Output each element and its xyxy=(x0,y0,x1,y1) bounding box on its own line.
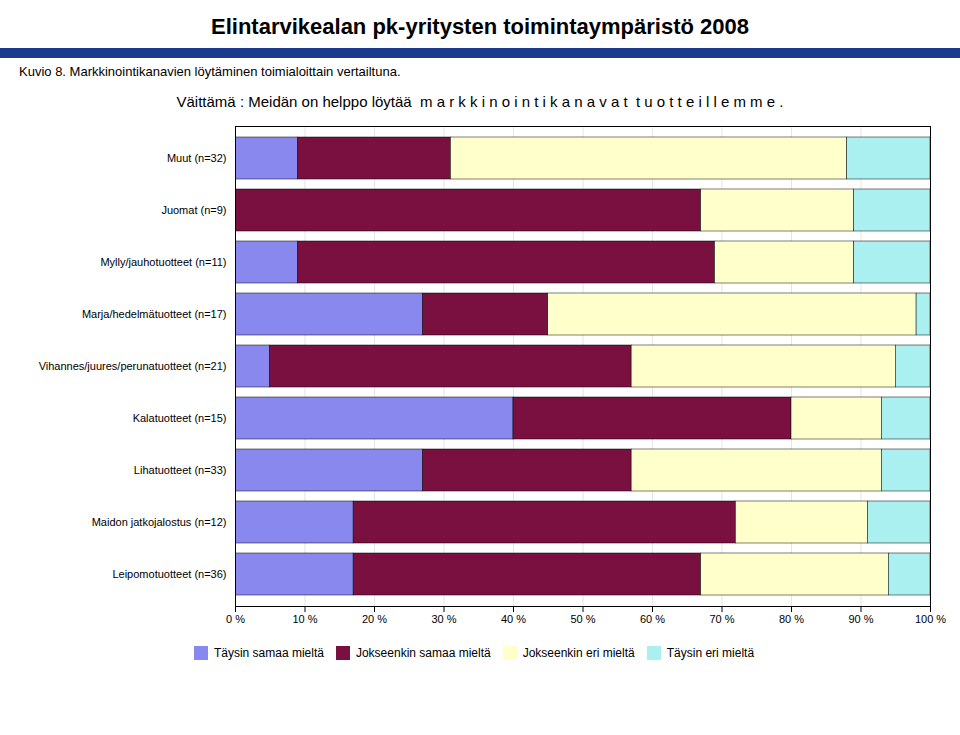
html-text:Elintarvikealan pk-yritysten t: Elintarvikealan pk-yritysten toimintaymp… xyxy=(211,14,749,39)
html-text:Jokseenkin samaa mieltä: Jokseenkin samaa mieltä xyxy=(355,645,491,660)
svg-text:100 %: 100 % xyxy=(915,613,946,625)
html-text:Väittämä : Meidän on helppo lö: Väittämä : Meidän on helppo löytää m a r… xyxy=(176,93,784,110)
html-text:Täysin eri mieltä: Täysin eri mieltä xyxy=(666,645,755,660)
svg-text:50 %: 50 % xyxy=(570,613,595,625)
html-text:Kuvio 8. Markkinointikanavien: Kuvio 8. Markkinointikanavien löytäminen… xyxy=(19,64,401,79)
svg-text:Juomat (n=9): Juomat (n=9) xyxy=(161,204,226,216)
svg-text:80 %: 80 % xyxy=(779,613,804,625)
svg-text:Kalatuotteet (n=15): Kalatuotteet (n=15) xyxy=(133,412,227,424)
svg-text:90 %: 90 % xyxy=(848,613,873,625)
svg-text:40 %: 40 % xyxy=(501,613,526,625)
svg-text:Muut (n=32): Muut (n=32) xyxy=(167,152,227,164)
svg-text:Vihannes/juures/perunatuotteet: Vihannes/juures/perunatuotteet (n=21) xyxy=(39,360,227,372)
html-text:Täysin samaa mieltä: Täysin samaa mieltä xyxy=(213,645,324,660)
svg-text:0 %: 0 % xyxy=(226,613,245,625)
svg-text:Lihatuotteet (n=33): Lihatuotteet (n=33) xyxy=(134,464,227,476)
svg-text:20 %: 20 % xyxy=(362,613,387,625)
svg-text:70 %: 70 % xyxy=(709,613,734,625)
svg-text:Mylly/jauhotuotteet (n=11): Mylly/jauhotuotteet (n=11) xyxy=(100,256,226,268)
html-text:Jokseenkin eri mieltä: Jokseenkin eri mieltä xyxy=(522,645,635,660)
svg-text:60 %: 60 % xyxy=(640,613,665,625)
svg-text:30 %: 30 % xyxy=(431,613,456,625)
svg-text:Marja/hedelmätuotteet (n=17): Marja/hedelmätuotteet (n=17) xyxy=(82,308,227,320)
svg-text:Maidon jatkojalostus (n=12): Maidon jatkojalostus (n=12) xyxy=(92,516,227,528)
svg-text:Leipomotuotteet (n=36): Leipomotuotteet (n=36) xyxy=(112,568,226,580)
svg-text:10 %: 10 % xyxy=(292,613,317,625)
